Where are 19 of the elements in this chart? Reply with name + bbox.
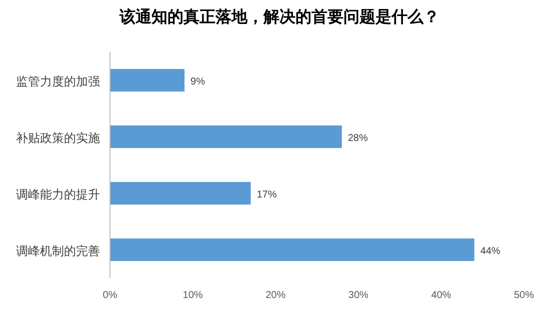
x-tick-label: 20%	[266, 290, 286, 301]
x-tick-label: 0%	[102, 290, 118, 301]
bar	[110, 238, 474, 262]
chart-title: 该通知的真正落地，解决的首要问题是什么？	[118, 7, 440, 26]
y-tick-label: 补贴政策的实施	[16, 130, 100, 145]
x-tick-label: 10%	[182, 290, 203, 301]
y-tick-label: 调峰机制的完善	[16, 244, 100, 258]
x-tick-label: 30%	[348, 290, 369, 301]
bar	[110, 125, 342, 148]
y-tick-label: 调峰能力的提升	[16, 187, 100, 202]
data-label: 17%	[256, 189, 277, 200]
bar	[110, 68, 185, 92]
x-tick-label: 50%	[514, 290, 534, 301]
bar	[110, 182, 251, 205]
x-tick-label: 40%	[431, 290, 452, 301]
data-label: 9%	[190, 76, 206, 88]
data-label: 44%	[480, 246, 500, 257]
y-tick-label: 监管力度的加强	[16, 74, 100, 88]
data-label: 28%	[348, 132, 368, 144]
